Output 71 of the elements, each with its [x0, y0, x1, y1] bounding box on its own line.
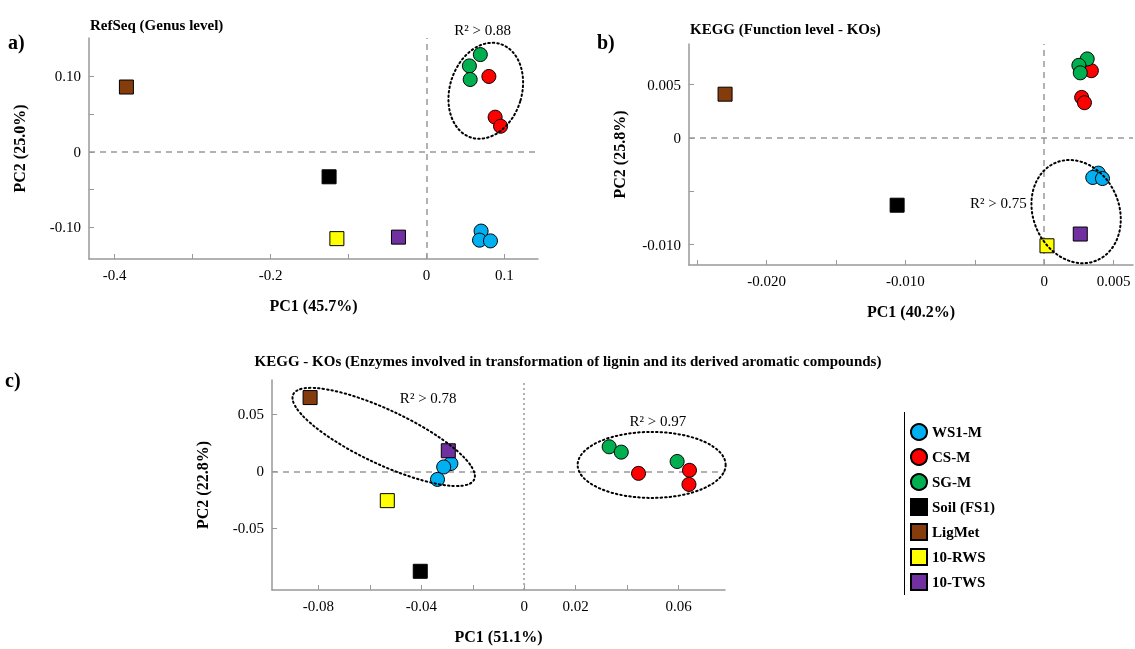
legend-label: WS1-M: [932, 424, 982, 440]
legend-label: 10-TWS: [932, 574, 986, 590]
y-tick-label: -0.010: [642, 236, 681, 253]
y-tick-label: 0.10: [54, 68, 81, 85]
point: [436, 459, 452, 475]
x-tick-label: 0.005: [1096, 272, 1131, 289]
chart-title: KEGG (Function level - KOs): [690, 20, 881, 38]
text: b): [597, 31, 615, 54]
chart-title: RefSeq (Genus level): [90, 16, 224, 34]
point: [472, 47, 488, 63]
x-axis-title: PC1 (45.7%): [269, 296, 358, 315]
point: [302, 390, 318, 406]
point: [1076, 95, 1092, 111]
point: [390, 229, 406, 245]
point: [613, 444, 629, 460]
x-tick-label: 0: [1040, 272, 1048, 289]
legend-label: Soil (FS1): [932, 499, 995, 516]
annotation: R² > 0.78: [399, 390, 457, 407]
x-axis-title: PC1 (51.1%): [454, 627, 543, 646]
annotation: R² > 0.75: [970, 195, 1027, 212]
chart-title: KEGG - KOs (Enzymes involved in transformation of lignin and its derived aromatic compounds): [254, 352, 882, 370]
point: [440, 443, 456, 459]
legend-label: 10-RWS: [932, 549, 986, 565]
point: [462, 71, 478, 87]
point: [329, 231, 345, 247]
point: [1072, 226, 1088, 242]
point: [1072, 65, 1088, 81]
point: [681, 476, 697, 492]
y-tick-label: 0.05: [237, 406, 264, 423]
point: [631, 465, 647, 481]
y-tick-label: -0.10: [49, 219, 81, 236]
x-tick-label: -0.04: [405, 597, 438, 614]
x-tick-label: -0.020: [747, 272, 787, 289]
point: [717, 86, 733, 102]
y-tick-label: 0: [673, 129, 681, 146]
point: [461, 58, 477, 74]
x-tick-label: 0.02: [562, 597, 589, 614]
y-axis-title: PC2 (22.8%): [193, 441, 212, 529]
legend-label: CS-M: [932, 449, 971, 465]
x-tick-label: 0.06: [665, 597, 693, 614]
x-tick-label: -0.010: [886, 272, 925, 289]
point: [682, 462, 697, 478]
y-tick-label: -0.05: [232, 520, 264, 537]
x-axis-title: PC1 (40.2%): [867, 302, 955, 321]
x-tick-label: -0.2: [258, 266, 283, 283]
y-axis-title: PC2 (25.8%): [610, 110, 629, 199]
point: [601, 439, 617, 455]
point: [321, 169, 337, 185]
point: [889, 197, 905, 213]
point: [669, 453, 685, 469]
annotation: R² > 0.97: [629, 413, 687, 430]
y-tick-label: 0.005: [647, 76, 681, 93]
legend-label: SG-M: [932, 474, 972, 490]
point: [412, 563, 428, 579]
x-tick-label: 0: [422, 266, 431, 283]
y-tick-label: 0: [73, 143, 81, 160]
text: R² > 0.88: [454, 21, 512, 38]
x-tick-label: 0: [520, 597, 528, 614]
legend-label: LigMet: [932, 524, 980, 540]
x-tick-label: -0.4: [102, 266, 128, 283]
point: [481, 68, 497, 84]
x-tick-label: 0.1: [495, 266, 514, 283]
point: [482, 233, 498, 249]
y-tick-label: 0: [256, 463, 264, 480]
x-tick-label: -0.08: [302, 597, 334, 614]
text: c): [5, 369, 21, 392]
y-axis-title: PC2 (25.0%): [10, 104, 29, 193]
point: [118, 79, 134, 95]
point: [379, 493, 395, 509]
point: [430, 471, 445, 487]
text: a): [8, 31, 25, 54]
